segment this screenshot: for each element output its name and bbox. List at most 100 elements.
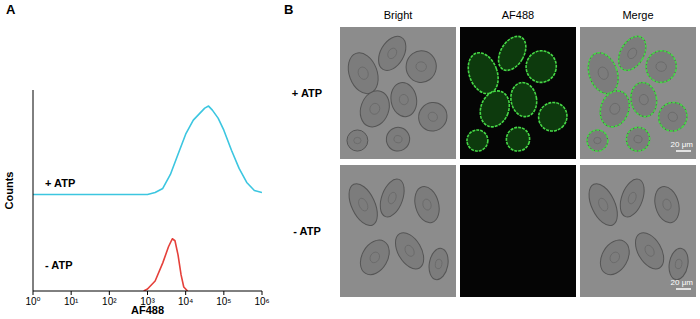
cell [427, 247, 451, 281]
cell [644, 48, 679, 84]
cell [384, 125, 413, 154]
image-background [340, 165, 456, 297]
nucleus [627, 191, 638, 205]
image-shading [340, 27, 456, 159]
nucleus [426, 110, 439, 123]
x-tick-label: 10² [102, 296, 117, 307]
cell [653, 97, 693, 137]
cell-stain [475, 87, 514, 131]
x-tick [33, 291, 34, 295]
plot-area [33, 106, 262, 291]
cell-stain [587, 130, 608, 151]
x-tick-label: 10⁵ [216, 296, 231, 307]
scale-bar-label: 20 μm [671, 140, 694, 149]
cell [347, 130, 368, 151]
cell [630, 228, 670, 274]
nucleus [639, 94, 650, 106]
image-shading [580, 27, 696, 159]
cell-stain [653, 97, 693, 137]
cell [628, 80, 659, 118]
x-tick-label: 10⁴ [178, 296, 193, 307]
image-background [340, 27, 456, 159]
image-background [580, 165, 696, 297]
cell [595, 235, 636, 280]
cell [390, 228, 430, 274]
nucleus [596, 66, 609, 81]
cell-stain [595, 87, 634, 131]
cell-stain [624, 125, 653, 154]
x-tick-label: 10¹ [64, 296, 79, 307]
cell-stain [508, 80, 539, 118]
cell-stain [524, 48, 559, 84]
nucleus [662, 198, 673, 211]
micrograph [460, 27, 576, 159]
column-header: Merge [622, 9, 653, 21]
x-tick [71, 291, 72, 295]
row-label: - ATP [293, 225, 321, 237]
nucleus [608, 250, 621, 264]
x-tick-label: 10⁶ [254, 296, 269, 307]
panel-label: A [6, 2, 16, 17]
x-tick [185, 291, 186, 295]
image-background [460, 27, 576, 159]
nucleus [357, 197, 370, 213]
column-header: Bright [384, 9, 413, 21]
image-background [460, 165, 576, 297]
cell [388, 80, 419, 118]
cell [651, 184, 683, 226]
cell [376, 176, 409, 220]
column-header: AF488 [502, 9, 534, 21]
cell-stain [644, 48, 679, 84]
x-tick [147, 291, 148, 295]
cell-stain [504, 125, 533, 154]
nucleus [597, 197, 610, 213]
micrograph [340, 27, 456, 159]
x-tick-label: 10⁰ [25, 296, 40, 307]
nucleus [422, 198, 433, 211]
nucleus [666, 110, 679, 123]
nucleus [368, 102, 381, 116]
image-shading [340, 165, 456, 297]
cell [411, 184, 443, 226]
cell [404, 48, 439, 84]
cell [355, 87, 394, 131]
cell [343, 179, 383, 229]
histogram-line [144, 239, 188, 291]
micrograph [460, 165, 576, 297]
x-axis-label: AF488 [131, 304, 164, 316]
image-background [580, 27, 696, 159]
image-shading [580, 165, 696, 297]
micrograph: 20 μm [580, 165, 696, 297]
cell [587, 130, 608, 151]
scale-bar [676, 288, 691, 290]
nucleus [399, 94, 410, 106]
nucleus [655, 61, 667, 72]
cell [667, 247, 691, 281]
micrograph [340, 165, 456, 297]
panel-label: B [284, 2, 293, 17]
y-axis [33, 90, 34, 291]
nucleus [643, 244, 656, 258]
nucleus [608, 102, 621, 116]
cell [413, 97, 453, 137]
series-label: - ATP [45, 259, 73, 271]
nucleus [393, 135, 403, 144]
cell [616, 176, 649, 220]
nucleus [415, 61, 427, 72]
scale-bar [676, 150, 691, 152]
nucleus [626, 47, 639, 61]
nucleus [386, 47, 399, 61]
row-label: + ATP [292, 87, 322, 99]
micrograph: 20 μm [580, 27, 696, 159]
cell [595, 87, 634, 131]
nucleus [356, 66, 369, 81]
cell-stain [628, 80, 659, 118]
y-axis-label: Counts [3, 172, 15, 210]
nucleus [368, 250, 381, 264]
nucleus [403, 244, 416, 258]
cell-stain [493, 32, 532, 76]
nucleus [594, 137, 601, 143]
histogram-line [33, 106, 262, 194]
nucleus [387, 191, 398, 205]
cell [583, 179, 623, 229]
